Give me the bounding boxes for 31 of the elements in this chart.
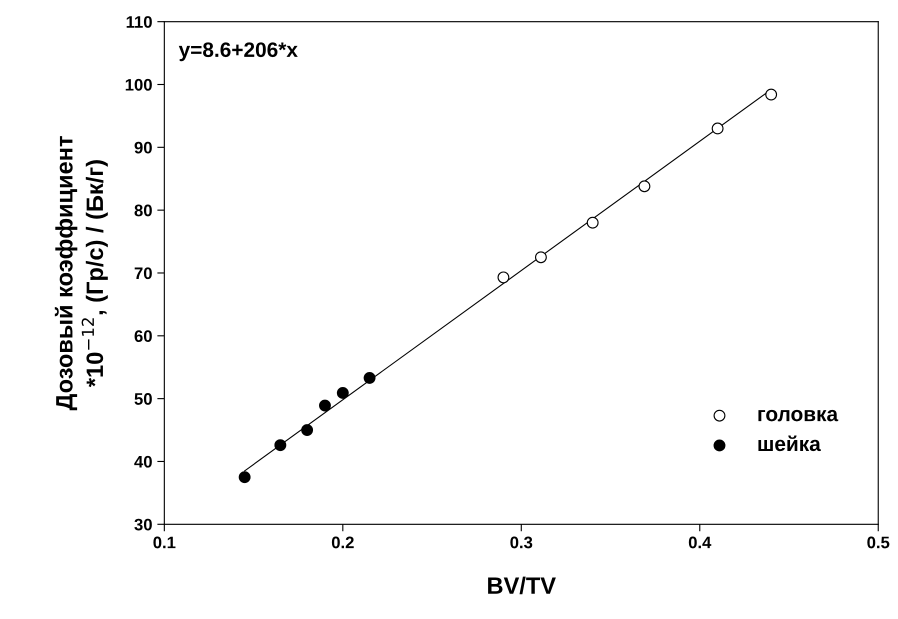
x-tick-label: 0.3 [510, 536, 532, 548]
y-tick-label: 40 [134, 456, 152, 468]
point [274, 439, 286, 452]
y-tick-label: 80 [134, 204, 152, 216]
y-tick-label: 100 [126, 78, 152, 91]
y-tick-label: 50 [134, 393, 152, 405]
y-tick-label: 30 [134, 518, 152, 531]
point [301, 424, 314, 436]
legend-label: шейка [758, 435, 821, 452]
x-axis-title: BV/TV [488, 576, 556, 594]
point [765, 88, 778, 100]
x-tick-label: 0.4 [688, 536, 712, 548]
legend-label: головка [758, 410, 838, 422]
point [498, 271, 510, 284]
point [586, 216, 599, 229]
point [336, 387, 349, 399]
annotation: y=8.6+206*x [178, 42, 298, 62]
x-tick-label: 0.2 [332, 536, 354, 548]
y-tick-label: 110 [126, 16, 152, 28]
point [534, 251, 547, 264]
x-tick-label: 0.5 [867, 536, 890, 548]
y-tick-label: 60 [134, 330, 152, 342]
y-tick-label: 70 [134, 267, 152, 280]
point [638, 180, 650, 192]
point [712, 122, 724, 134]
point [364, 372, 376, 384]
point [319, 400, 331, 412]
y-tick-label: 90 [134, 142, 152, 154]
point [238, 471, 251, 484]
y-axis-title: Дозовый коэффициент *10$^{−12}$, (Гр/с) / (Бк/г) [54, 136, 108, 410]
x-tick-label: 0.1 [153, 536, 176, 548]
